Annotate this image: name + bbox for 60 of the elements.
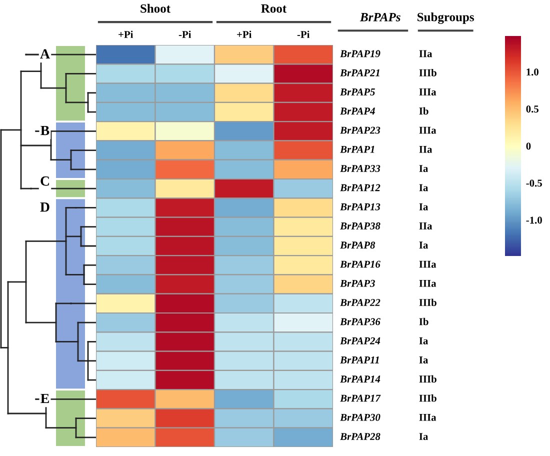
y-tick-label: BrPAP24 (340, 337, 380, 344)
y-tick-label: BrPAP30 (340, 414, 380, 421)
y2-tick-label: IIIb (419, 394, 436, 402)
y-tick-label: BrPAP3 (340, 280, 375, 287)
y2-tick-label: Ia (419, 356, 428, 364)
x-tick-label: +Pi (118, 30, 134, 38)
text: B (40, 126, 50, 136)
y2-tick-label: IIIb (419, 375, 436, 383)
y2-tick-label: Ia (419, 165, 428, 172)
text: Shoot (140, 4, 170, 13)
y-tick-label: BrPAP5 (340, 88, 375, 96)
y-tick-label: BrPAP38 (340, 222, 380, 230)
y-tick-label: BrPAP1 (340, 146, 374, 153)
text: A (40, 49, 50, 58)
color-bar-label: 1.0 (526, 68, 538, 76)
x-tick-label: -Pi (297, 30, 310, 38)
text: Root (261, 4, 287, 13)
y-tick-label: BrPAP8 (340, 242, 376, 249)
y2-tick-label: Ib (419, 318, 428, 326)
y-tick-label: BrPAP28 (340, 433, 380, 440)
text: D (40, 202, 50, 212)
y2-tick-label: IIa (419, 146, 432, 153)
y-tick-label: BrPAP33 (340, 165, 380, 172)
y2-tick-label: Ia (419, 337, 428, 344)
y2-tick-label: Ia (419, 433, 428, 440)
text: BrPAPs (360, 12, 400, 22)
color-bar-label: -1.0 (526, 216, 542, 224)
color-bar-label: 0 (526, 142, 531, 150)
y2-tick-label: Ia (419, 242, 428, 249)
y-tick-label: BrPAP22 (340, 299, 380, 306)
y2-tick-label: IIa (419, 50, 432, 58)
color-bar-label: 0.5 (526, 106, 538, 113)
x-tick-label: -Pi (178, 30, 192, 38)
x-tick-label: +Pi (237, 30, 252, 38)
y2-tick-label: IIa (419, 222, 432, 230)
y2-tick-label: IIIa (419, 126, 436, 134)
color-bar-label: -0.5 (526, 180, 542, 187)
text: Subgroups (418, 12, 474, 24)
y-tick-label: BrPAP14 (340, 376, 380, 383)
y-tick-label: BrPAP21 (340, 69, 380, 76)
y2-tick-label: Ib (419, 107, 428, 115)
y2-tick-label: IIIa (419, 414, 436, 421)
y2-tick-label: IIIa (419, 260, 436, 268)
y-tick-label: BrPAP13 (340, 203, 380, 210)
y-tick-label: BrPAP12 (340, 184, 380, 192)
y-tick-label: BrPAP19 (340, 50, 380, 58)
y2-tick-label: IIIb (419, 68, 436, 76)
y-tick-label: BrPAP17 (340, 394, 381, 402)
y2-tick-label: Ia (419, 203, 428, 210)
y2-tick-label: IIIb (419, 298, 436, 306)
text: C (40, 176, 49, 186)
y2-tick-label: IIIa (419, 280, 436, 287)
y2-tick-label: IIIa (419, 88, 436, 96)
y-tick-label: BrPAP16 (340, 260, 380, 268)
text: E (40, 394, 49, 404)
y2-tick-label: Ia (419, 184, 428, 192)
y-tick-label: BrPAP4 (340, 108, 375, 115)
y-tick-label: BrPAP23 (340, 126, 380, 134)
y-tick-label: BrPAP36 (340, 318, 380, 326)
y-tick-label: BrPAP11 (340, 356, 379, 364)
